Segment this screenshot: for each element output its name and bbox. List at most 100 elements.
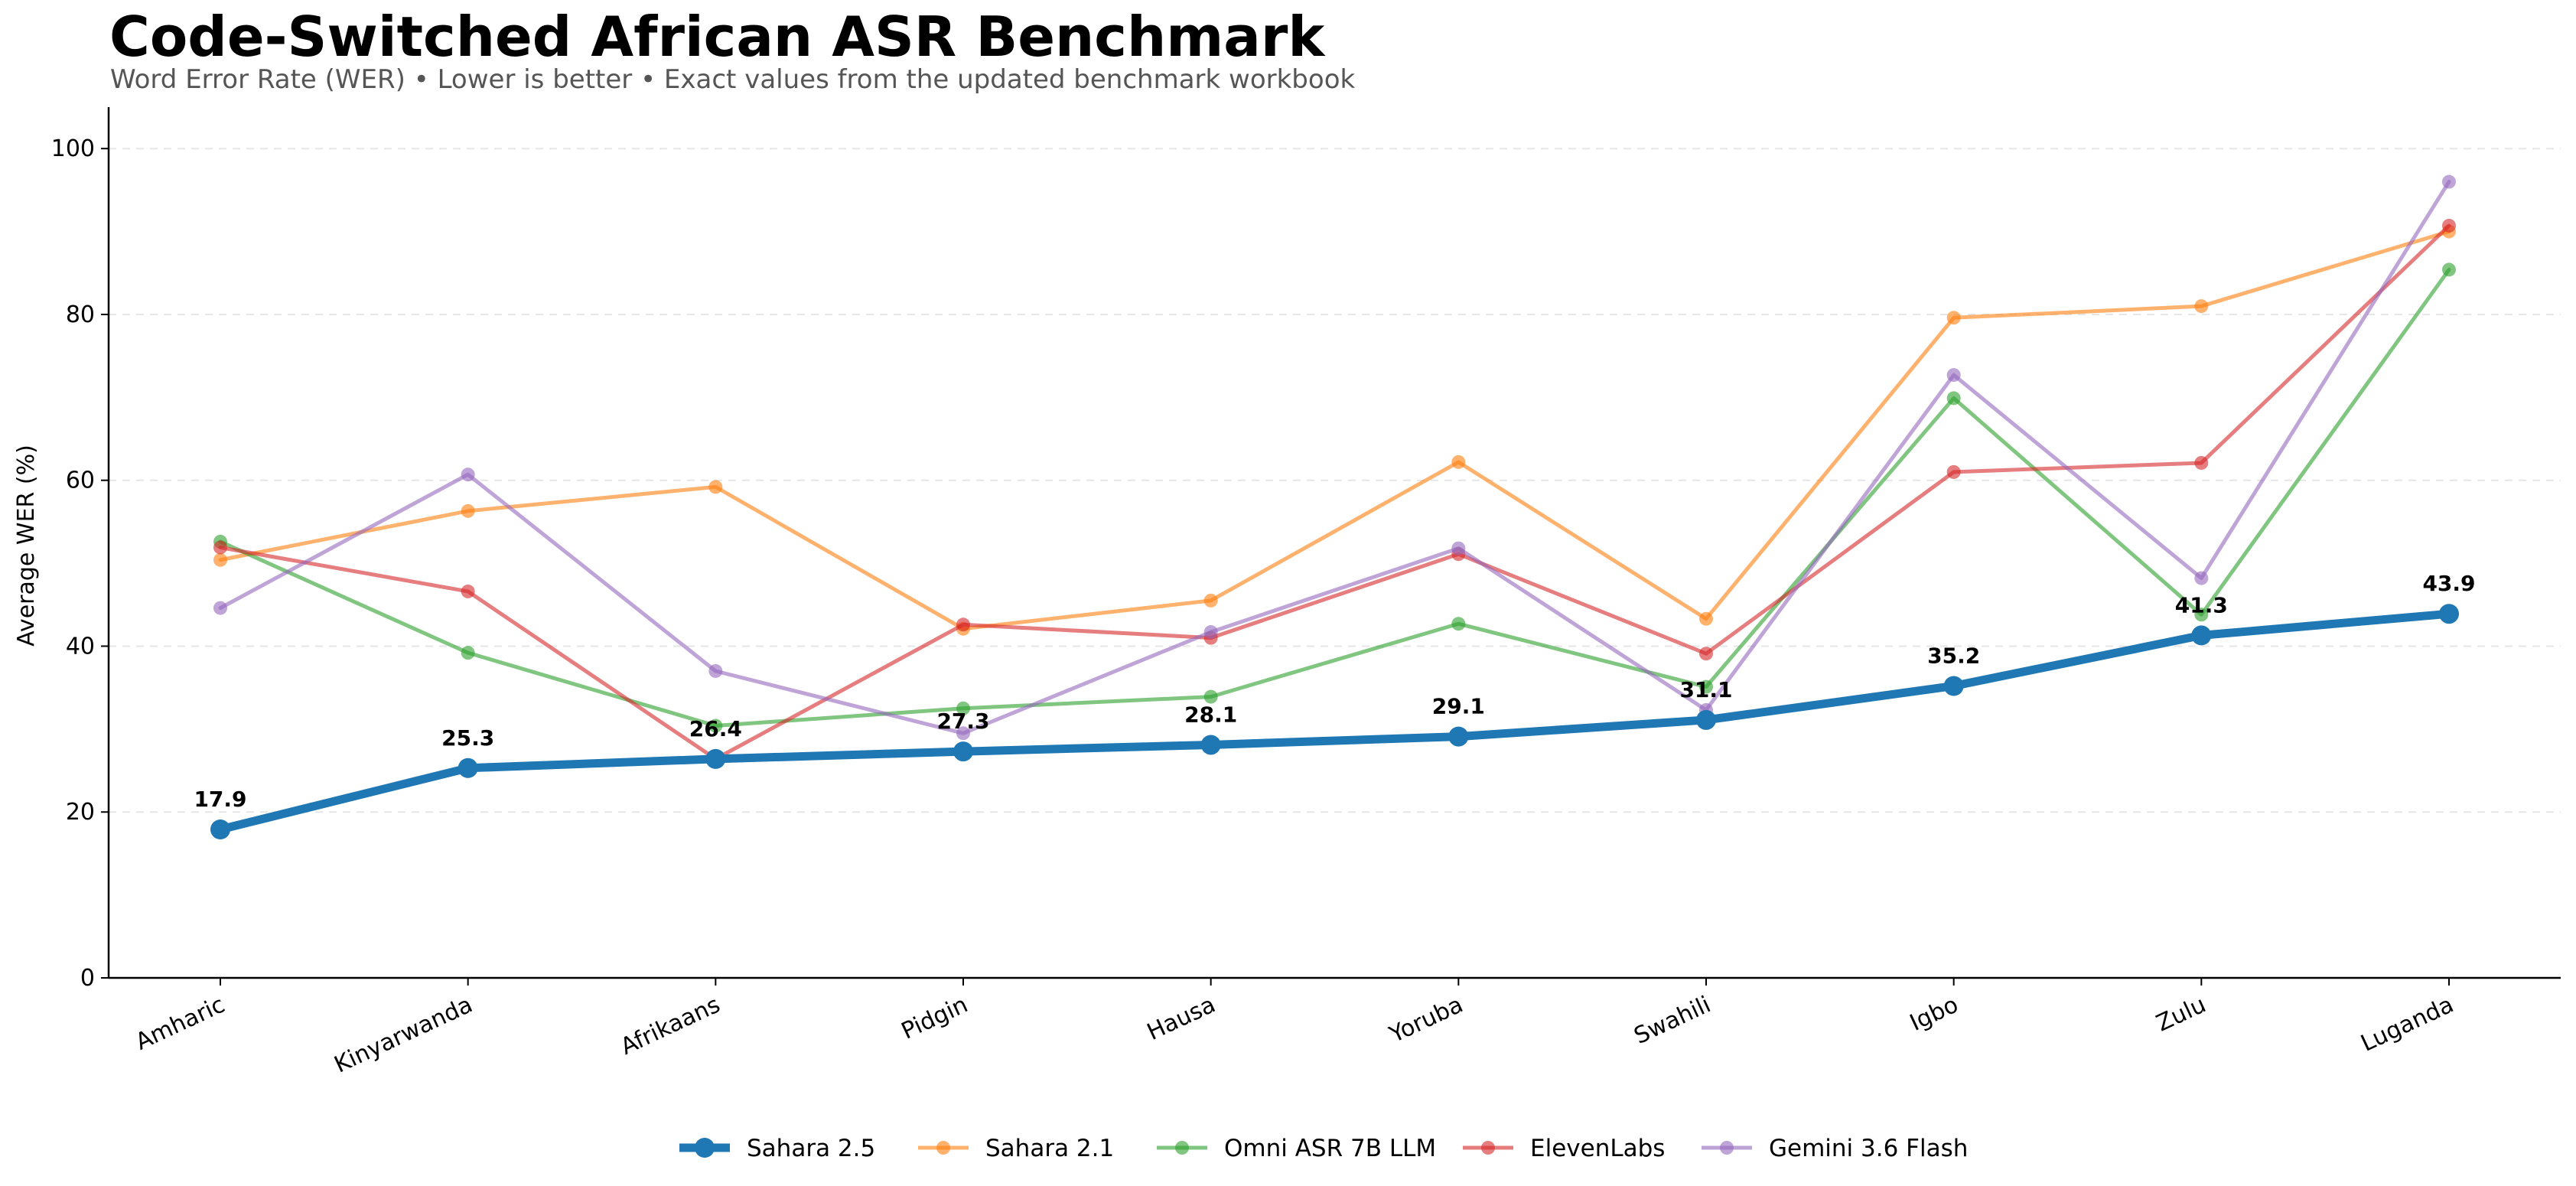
data-point [708, 480, 723, 494]
data-label: 29.1 [1432, 694, 1485, 719]
x-tick-label: Kinyarwanda [331, 992, 477, 1079]
data-label: 28.1 [1184, 702, 1237, 727]
data-point [2194, 608, 2209, 622]
data-point [1943, 676, 1964, 696]
series-lines [210, 174, 2459, 839]
x-tick-label: Luganda [2357, 992, 2458, 1057]
data-point [1203, 625, 1218, 640]
data-label: 17.9 [194, 787, 246, 812]
data-point [956, 617, 970, 632]
data-point [956, 726, 970, 741]
data-point [458, 758, 478, 778]
data-label: 43.9 [2422, 571, 2475, 596]
y-tick-label: 100 [51, 135, 95, 162]
legend-label: Sahara 2.5 [747, 1135, 875, 1162]
legend-item: Sahara 2.1 [918, 1135, 1114, 1162]
data-point [2191, 625, 2212, 646]
data-point [1699, 647, 1713, 661]
legend-item: Sahara 2.5 [679, 1135, 875, 1162]
data-point [2442, 218, 2456, 233]
series-line [218, 223, 2451, 761]
data-point [1699, 679, 1713, 694]
data-labels: 17.9 25.3 26.4 27.3 28.1 29.1 31.1 35.2 41.3 43.9 [194, 571, 2475, 812]
y-tick-label: 0 [80, 965, 95, 992]
series-line [218, 180, 2451, 735]
series-omni-asr-7b-llm [213, 262, 2456, 733]
data-point [2194, 571, 2209, 585]
data-point [213, 552, 227, 567]
chart-subtitle: Word Error Rate (WER) • Lower is better … [110, 64, 1356, 95]
data-point [2442, 262, 2456, 277]
data-point [1448, 726, 1469, 747]
data-point [461, 503, 475, 518]
y-axis-label: Average WER (%) [13, 445, 40, 647]
data-point [1946, 391, 1961, 406]
series-sahara-2-5 [210, 604, 2459, 839]
legend-item: ElevenLabs [1463, 1135, 1665, 1162]
series-line [218, 230, 2451, 631]
chart-title: Code-Switched African ASR Benchmark [109, 5, 1325, 69]
data-point [1451, 617, 1466, 631]
y-tick-label: 60 [66, 468, 95, 494]
data-label: 41.3 [2175, 592, 2228, 617]
x-tick-label: Swahili [1630, 992, 1715, 1051]
data-point [210, 819, 230, 839]
data-point [1946, 464, 1961, 479]
x-tick-label: Pidgin [897, 992, 972, 1045]
series-sahara-2-1 [213, 224, 2456, 636]
legend-swatch-marker [695, 1138, 715, 1158]
data-point [1200, 735, 1221, 755]
data-point [1451, 455, 1466, 469]
data-point [213, 601, 227, 615]
data-point [1946, 368, 1961, 383]
legend-item: Gemini 3.6 Flash [1702, 1135, 1968, 1162]
x-tick-label: Yoruba [1385, 992, 1467, 1049]
data-point [1451, 541, 1466, 556]
legend-swatch-marker [1481, 1141, 1495, 1155]
data-label: 27.3 [936, 709, 989, 734]
y-tick-label: 80 [66, 301, 95, 328]
data-point [1699, 611, 1713, 626]
data-label: 26.4 [689, 716, 742, 741]
data-point [2194, 299, 2209, 314]
data-point [461, 646, 475, 660]
data-point [708, 718, 723, 733]
data-point [953, 741, 973, 762]
data-point [1696, 709, 1716, 730]
legend-label: Omni ASR 7B LLM [1224, 1135, 1436, 1162]
data-point [2442, 174, 2456, 189]
data-point [1203, 593, 1218, 608]
legend: Sahara 2.5 Sahara 2.1 Omni ASR 7B LLM Eleve… [679, 1135, 1968, 1162]
series-line [218, 267, 2451, 728]
legend-swatch-marker [1175, 1141, 1189, 1155]
legend-swatch-marker [1720, 1141, 1734, 1155]
data-point [213, 540, 227, 555]
data-label: 35.2 [1927, 643, 1980, 668]
data-point [956, 701, 970, 715]
x-tick-label: Afrikaans [617, 992, 725, 1061]
data-point [461, 468, 475, 482]
legend-label: Sahara 2.1 [985, 1135, 1114, 1162]
data-point [461, 584, 475, 598]
data-label: 31.1 [1679, 677, 1732, 702]
legend-swatch-marker [936, 1141, 950, 1155]
data-point [708, 663, 723, 678]
series-elevenlabs [213, 218, 2456, 766]
data-point [2439, 604, 2459, 624]
data-point [1203, 689, 1218, 704]
legend-label: ElevenLabs [1530, 1135, 1665, 1162]
legend-label: Gemini 3.6 Flash [1769, 1135, 1968, 1162]
x-tick-label: Amharic [132, 992, 229, 1056]
x-tick-label: Igbo [1906, 992, 1962, 1037]
data-point [2194, 455, 2209, 470]
data-point [705, 748, 726, 769]
y-tick-label: 20 [66, 799, 95, 826]
x-tick-label: Hausa [1143, 992, 1220, 1046]
data-label: 25.3 [441, 725, 494, 751]
y-tick-label: 40 [66, 633, 95, 660]
x-tick-label: Zulu [2152, 992, 2210, 1038]
series-line [216, 609, 2454, 834]
legend-item: Omni ASR 7B LLM [1157, 1135, 1436, 1162]
data-point [1946, 311, 1961, 325]
